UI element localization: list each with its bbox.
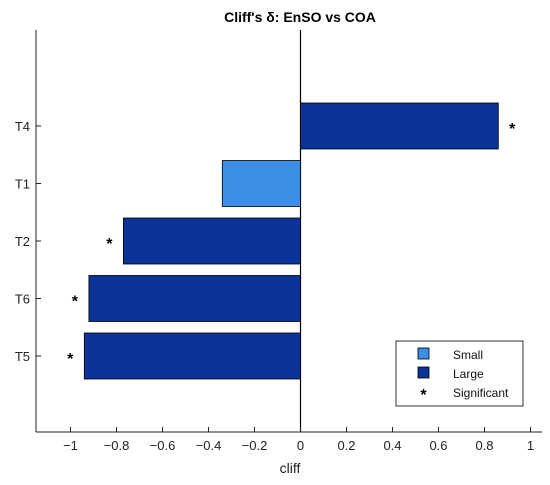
bar <box>123 217 301 265</box>
x-tick-label: −0.2 <box>242 438 268 453</box>
plot-area: −1 −0.8 −0.6 −0.4 −0.2 0 0.2 0.4 0.6 0.8 1 T4 * T1 T2 *… <box>15 30 542 453</box>
bar <box>221 160 301 207</box>
y-tick-label: T6 <box>15 292 30 307</box>
legend-box <box>395 340 524 407</box>
x-tick-label: 1 <box>527 438 534 453</box>
bar <box>83 332 301 380</box>
x-tick-label: −1 <box>63 438 78 453</box>
x-tick-label: −0.4 <box>196 438 222 453</box>
x-tick-label: 0.4 <box>383 438 401 453</box>
legend-label: Large <box>453 367 484 381</box>
chart-title: Cliff's δ: EnSO vs COA <box>224 9 376 25</box>
x-tick-label: −0.6 <box>150 438 176 453</box>
significance-marker: * <box>106 236 113 253</box>
x-axis-label: cliff <box>280 460 301 476</box>
x-tick-label: 0.6 <box>429 438 447 453</box>
legend: Small Large * Significant <box>395 340 524 407</box>
y-tick-label: T5 <box>15 349 30 364</box>
legend-swatch <box>417 347 430 360</box>
legend-marker: * <box>420 387 427 404</box>
bar <box>300 102 499 150</box>
y-tick-label: T4 <box>15 119 30 134</box>
legend-label: Significant <box>453 386 509 400</box>
x-tick-label: −0.8 <box>104 438 130 453</box>
y-tick-label: T1 <box>15 177 30 192</box>
y-tick-label: T2 <box>15 234 30 249</box>
significance-marker: * <box>72 294 79 311</box>
legend-label: Small <box>453 348 483 362</box>
legend-swatch <box>417 366 430 379</box>
bar <box>88 275 301 322</box>
significance-marker: * <box>67 351 74 368</box>
x-tick-label: 0.8 <box>475 438 493 453</box>
x-tick-label: 0.2 <box>337 438 355 453</box>
x-tick-label: 0 <box>297 438 304 453</box>
significance-marker: * <box>509 121 516 138</box>
